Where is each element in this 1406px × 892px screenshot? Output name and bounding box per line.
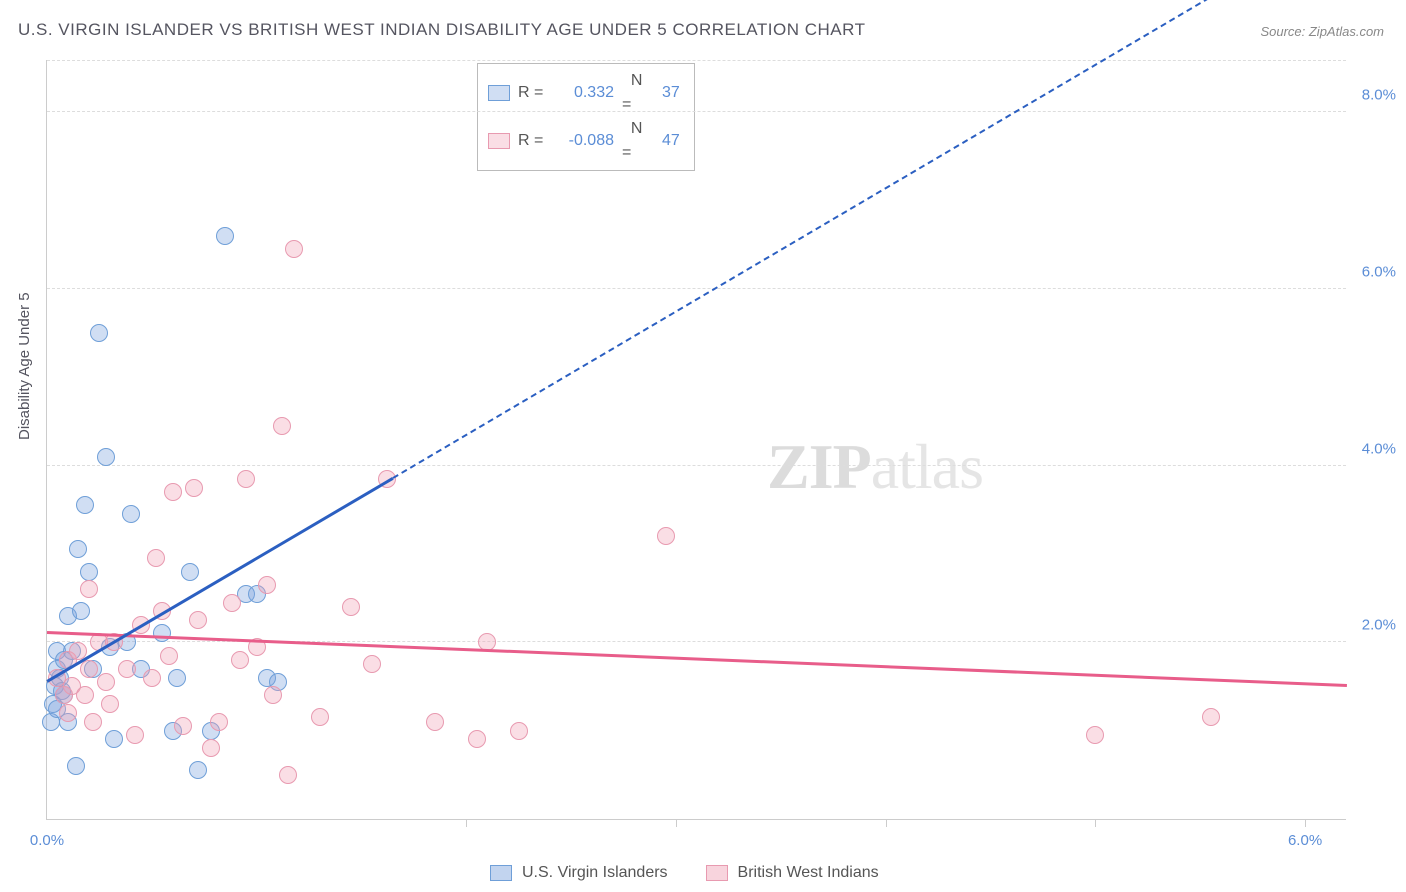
r-label: R = [518, 129, 546, 153]
data-point [231, 651, 249, 669]
legend-row: R = 0.332 N = 37 [488, 69, 680, 117]
data-point [426, 713, 444, 731]
data-point [174, 717, 192, 735]
data-point [1202, 708, 1220, 726]
gridline [47, 60, 1346, 61]
data-point [90, 324, 108, 342]
x-tick [1305, 819, 1306, 827]
legend-item: U.S. Virgin Islanders [490, 864, 668, 882]
data-point [76, 496, 94, 514]
data-point [126, 726, 144, 744]
legend-swatch-pink [488, 133, 510, 149]
x-tick-label: 6.0% [1288, 832, 1322, 849]
data-point [164, 483, 182, 501]
data-point [510, 722, 528, 740]
data-point [97, 673, 115, 691]
x-tick [676, 819, 677, 827]
data-point [285, 240, 303, 258]
r-value: 0.332 [554, 81, 614, 105]
chart-title: U.S. VIRGIN ISLANDER VS BRITISH WEST IND… [18, 20, 865, 40]
data-point [153, 624, 171, 642]
data-point [69, 540, 87, 558]
data-point [279, 766, 297, 784]
y-tick-label: 6.0% [1362, 263, 1396, 280]
n-label: N = [622, 69, 650, 117]
watermark: ZIPatlas [767, 430, 983, 504]
y-axis-label: Disability Age Under 5 [16, 292, 33, 440]
n-value: 47 [662, 129, 680, 153]
data-point [189, 611, 207, 629]
data-point [84, 713, 102, 731]
legend-swatch-blue [490, 865, 512, 881]
data-point [72, 602, 90, 620]
gridline [47, 288, 1346, 289]
data-point [168, 669, 186, 687]
data-point [67, 757, 85, 775]
legend-row: R = -0.088 N = 47 [488, 117, 680, 165]
data-point [237, 470, 255, 488]
y-tick-label: 2.0% [1362, 617, 1396, 634]
data-point [202, 739, 220, 757]
legend-swatch-pink [706, 865, 728, 881]
data-point [97, 448, 115, 466]
data-point [210, 713, 228, 731]
data-point [216, 227, 234, 245]
data-point [105, 730, 123, 748]
r-value: -0.088 [554, 129, 614, 153]
series-legend: U.S. Virgin Islanders British West India… [490, 864, 879, 882]
legend-swatch-blue [488, 85, 510, 101]
n-label: N = [622, 117, 650, 165]
gridline [47, 111, 1346, 112]
data-point [468, 730, 486, 748]
data-point [363, 655, 381, 673]
data-point [258, 576, 276, 594]
legend-item: British West Indians [706, 864, 879, 882]
data-point [264, 686, 282, 704]
data-point [657, 527, 675, 545]
data-point [147, 549, 165, 567]
gridline [47, 465, 1346, 466]
plot-area: R = 0.332 N = 37 R = -0.088 N = 47 ZIPat… [46, 60, 1346, 820]
data-point [223, 594, 241, 612]
x-tick [886, 819, 887, 827]
data-point [59, 704, 77, 722]
data-point [101, 695, 119, 713]
data-point [80, 563, 98, 581]
data-point [80, 580, 98, 598]
legend-label: U.S. Virgin Islanders [522, 864, 668, 882]
trend-line [46, 476, 393, 681]
data-point [76, 686, 94, 704]
data-point [160, 647, 178, 665]
data-point [122, 505, 140, 523]
data-point [311, 708, 329, 726]
y-tick-label: 4.0% [1362, 440, 1396, 457]
x-tick [466, 819, 467, 827]
data-point [181, 563, 199, 581]
source-credit: Source: ZipAtlas.com [1260, 24, 1384, 39]
data-point [1086, 726, 1104, 744]
r-label: R = [518, 81, 546, 105]
data-point [189, 761, 207, 779]
x-tick-label: 0.0% [30, 832, 64, 849]
data-point [80, 660, 98, 678]
x-tick [1095, 819, 1096, 827]
y-tick-label: 8.0% [1362, 87, 1396, 104]
legend-label: British West Indians [738, 864, 879, 882]
data-point [143, 669, 161, 687]
data-point [185, 479, 203, 497]
data-point [273, 417, 291, 435]
correlation-legend: R = 0.332 N = 37 R = -0.088 N = 47 [477, 63, 695, 171]
n-value: 37 [662, 81, 680, 105]
data-point [118, 660, 136, 678]
data-point [342, 598, 360, 616]
